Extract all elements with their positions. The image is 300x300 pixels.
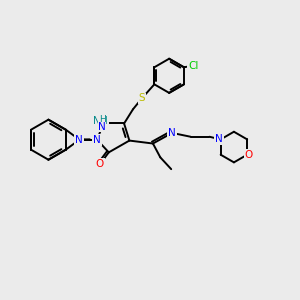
Text: S: S (76, 134, 82, 144)
Text: N: N (75, 135, 83, 145)
Text: N: N (98, 122, 106, 132)
Text: NH: NH (93, 116, 108, 126)
Text: N: N (215, 134, 223, 144)
Text: N: N (93, 135, 101, 145)
Text: O: O (245, 150, 253, 160)
Text: Cl: Cl (188, 61, 199, 71)
Text: N: N (168, 128, 176, 138)
Text: H: H (99, 115, 105, 124)
Text: S: S (138, 94, 145, 103)
Text: O: O (96, 159, 104, 169)
